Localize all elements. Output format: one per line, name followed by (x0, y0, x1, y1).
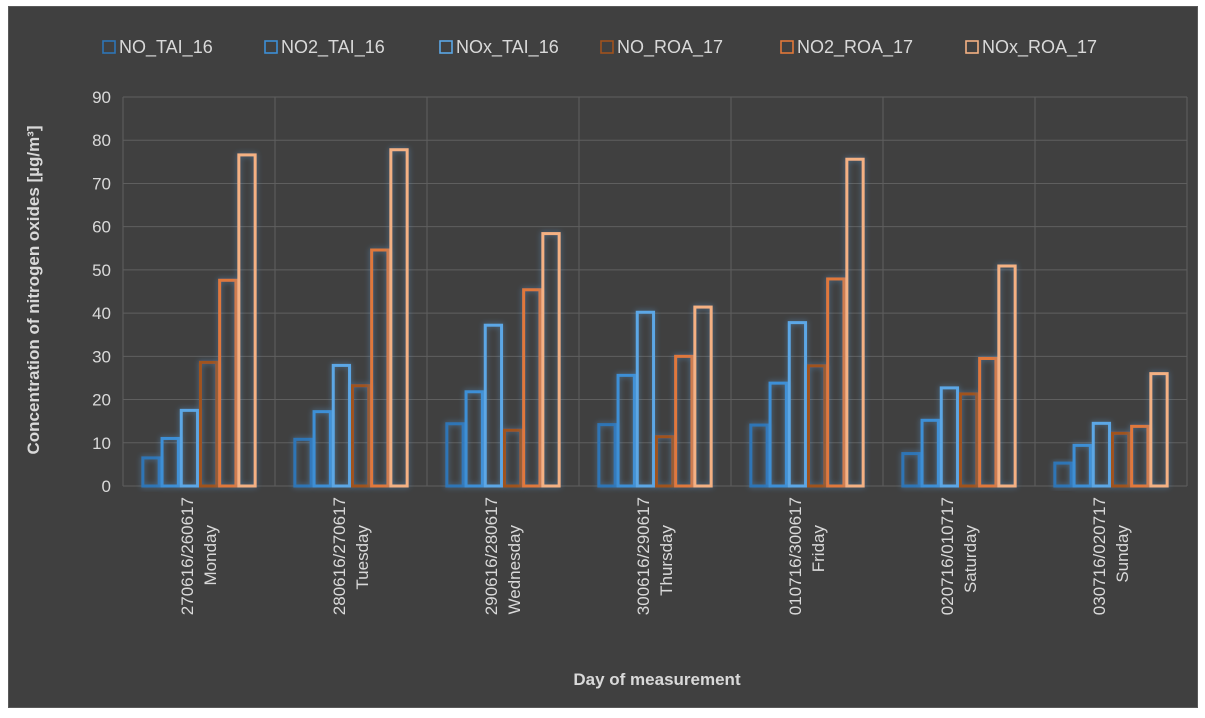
bar-no-roa-17-4 (806, 364, 827, 488)
bar-no2-roa-17-4 (826, 277, 846, 488)
bar-no2-roa-17-1 (370, 248, 390, 488)
bar-nox-tai-16-3 (635, 310, 656, 488)
y-tick-label: 20 (92, 391, 111, 410)
y-tick-label: 50 (92, 261, 111, 280)
category-date: 270616/260617 (178, 497, 197, 615)
y-tick-label: 70 (92, 174, 111, 193)
bar-no-tai-16-6 (1053, 461, 1073, 488)
y-tick-label: 40 (92, 304, 111, 323)
bar-no-roa-17-1 (350, 384, 371, 488)
bar-nox-tai-16-4 (787, 321, 808, 488)
legend-swatch (102, 40, 116, 54)
bar-nox-roa-17-5 (997, 264, 1017, 488)
bar-no2-roa-17-2 (522, 288, 542, 488)
bar-no2-tai-16-5 (920, 418, 940, 488)
x-category-label: 290616/280617 Wednesday (482, 497, 524, 615)
bar-no-tai-16-1 (293, 437, 313, 488)
nitrogen-oxides-bar-chart: NO_TAI_16 NO2_TAI_16 NOx_TAI_16 NO_ROA_17 NO… (24, 37, 1188, 689)
legend-label: NOx_ROA_17 (982, 37, 1097, 58)
legend-swatch (965, 40, 979, 54)
category-day: Sunday (1113, 525, 1132, 583)
x-axis-categories: 270616/260617 Monday 280616/270617 Tuesday 2… (178, 497, 1132, 615)
legend-label: NO2_ROA_17 (797, 37, 913, 58)
bar-no2-roa-17-3 (674, 354, 694, 488)
category-day: Friday (809, 525, 828, 573)
bar-nox-roa-17-4 (845, 157, 865, 488)
category-date: 010716/300617 (786, 497, 805, 615)
legend-item: NO_TAI_16 (102, 37, 213, 58)
legend-swatch (439, 40, 453, 54)
x-category-label: 300616/290617 Thursday (634, 497, 676, 615)
bar-no2-roa-17-5 (978, 356, 998, 488)
legend-label: NO_TAI_16 (119, 37, 213, 58)
legend-item: NOx_ROA_17 (965, 37, 1097, 58)
bar-no2-tai-16-0 (160, 436, 180, 488)
legend: NO_TAI_16 NO2_TAI_16 NOx_TAI_16 NO_ROA_17 NO… (102, 37, 1097, 58)
bar-no-tai-16-3 (597, 423, 617, 488)
y-axis-title: Concentration of nitrogen oxides [µg/m³] (24, 125, 43, 454)
y-tick-label: 90 (92, 88, 111, 107)
bar-no2-roa-17-0 (218, 278, 238, 488)
x-category-label: 280616/270617 Tuesday (330, 497, 372, 615)
legend-item: NO_ROA_17 (600, 37, 723, 58)
bar-no2-tai-16-6 (1072, 443, 1092, 488)
x-category-label: 010716/300617 Friday (786, 497, 828, 615)
bar-no-tai-16-4 (749, 423, 769, 488)
category-day: Saturday (961, 525, 980, 594)
y-axis-ticks: 0 10 20 30 40 50 60 70 80 90 (92, 88, 111, 496)
bar-nox-tai-16-6 (1091, 421, 1112, 488)
legend-swatch (600, 40, 614, 54)
bar-no2-tai-16-1 (312, 410, 332, 488)
bar-nox-tai-16-0 (179, 408, 200, 488)
y-tick-label: 60 (92, 218, 111, 237)
category-day: Wednesday (505, 525, 524, 615)
legend-label: NOx_TAI_16 (456, 37, 559, 58)
category-date: 290616/280617 (482, 497, 501, 615)
bar-nox-tai-16-1 (331, 363, 352, 488)
x-category-label: 270616/260617 Monday (178, 497, 220, 615)
bar-nox-roa-17-1 (389, 148, 409, 488)
category-date: 280616/270617 (330, 497, 349, 615)
legend-label: NO_ROA_17 (617, 37, 723, 58)
y-tick-label: 0 (102, 477, 111, 496)
bars (141, 148, 1169, 488)
category-date: 020716/010717 (938, 497, 957, 615)
bar-no2-roa-17-6 (1130, 424, 1150, 488)
bar-no-tai-16-5 (901, 452, 921, 488)
category-date: 030716/020717 (1090, 497, 1109, 615)
bar-no2-tai-16-3 (616, 373, 636, 488)
bar-nox-roa-17-3 (693, 305, 713, 488)
bar-no-roa-17-5 (958, 392, 979, 488)
bar-no2-tai-16-2 (464, 390, 484, 488)
bar-no-tai-16-2 (445, 422, 465, 488)
bar-no-roa-17-6 (1110, 431, 1131, 488)
bar-no-roa-17-0 (198, 360, 219, 488)
x-axis-title: Day of measurement (573, 670, 741, 689)
chart-area: NO_TAI_16 NO2_TAI_16 NOx_TAI_16 NO_ROA_17 NO… (8, 6, 1198, 708)
bar-nox-tai-16-5 (939, 386, 960, 488)
category-date: 300616/290617 (634, 497, 653, 615)
bar-nox-tai-16-2 (483, 323, 504, 488)
legend-swatch (780, 40, 794, 54)
y-tick-label: 30 (92, 347, 111, 366)
category-day: Thursday (657, 525, 676, 596)
legend-item: NOx_TAI_16 (439, 37, 559, 58)
legend-swatch (264, 40, 278, 54)
x-category-label: 030716/020717 Sunday (1090, 497, 1132, 615)
bar-no-tai-16-0 (141, 456, 161, 488)
bar-nox-roa-17-2 (541, 232, 561, 488)
legend-item: NO2_ROA_17 (780, 37, 913, 58)
bar-no-roa-17-3 (654, 435, 675, 488)
y-tick-label: 80 (92, 131, 111, 150)
category-day: Monday (201, 525, 220, 586)
bar-no2-tai-16-4 (768, 381, 788, 488)
bar-nox-roa-17-6 (1149, 372, 1169, 488)
x-category-label: 020716/010717 Saturday (938, 497, 980, 615)
bar-nox-roa-17-0 (237, 153, 257, 488)
legend-item: NO2_TAI_16 (264, 37, 385, 58)
category-day: Tuesday (353, 525, 372, 590)
y-tick-label: 10 (92, 434, 111, 453)
bar-no-roa-17-2 (502, 428, 523, 488)
legend-label: NO2_TAI_16 (281, 37, 385, 58)
